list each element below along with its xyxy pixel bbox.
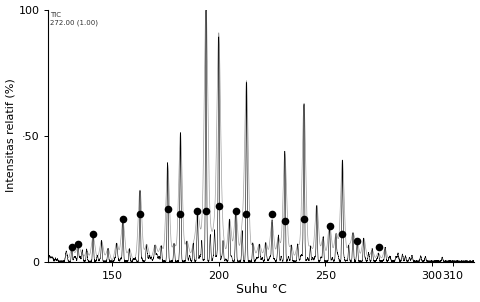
Y-axis label: Intensitas relatif (%): Intensitas relatif (%) [6,79,15,192]
Text: TIC
272.00 (1.00): TIC 272.00 (1.00) [50,12,98,26]
X-axis label: Suhu °C: Suhu °C [236,284,287,297]
